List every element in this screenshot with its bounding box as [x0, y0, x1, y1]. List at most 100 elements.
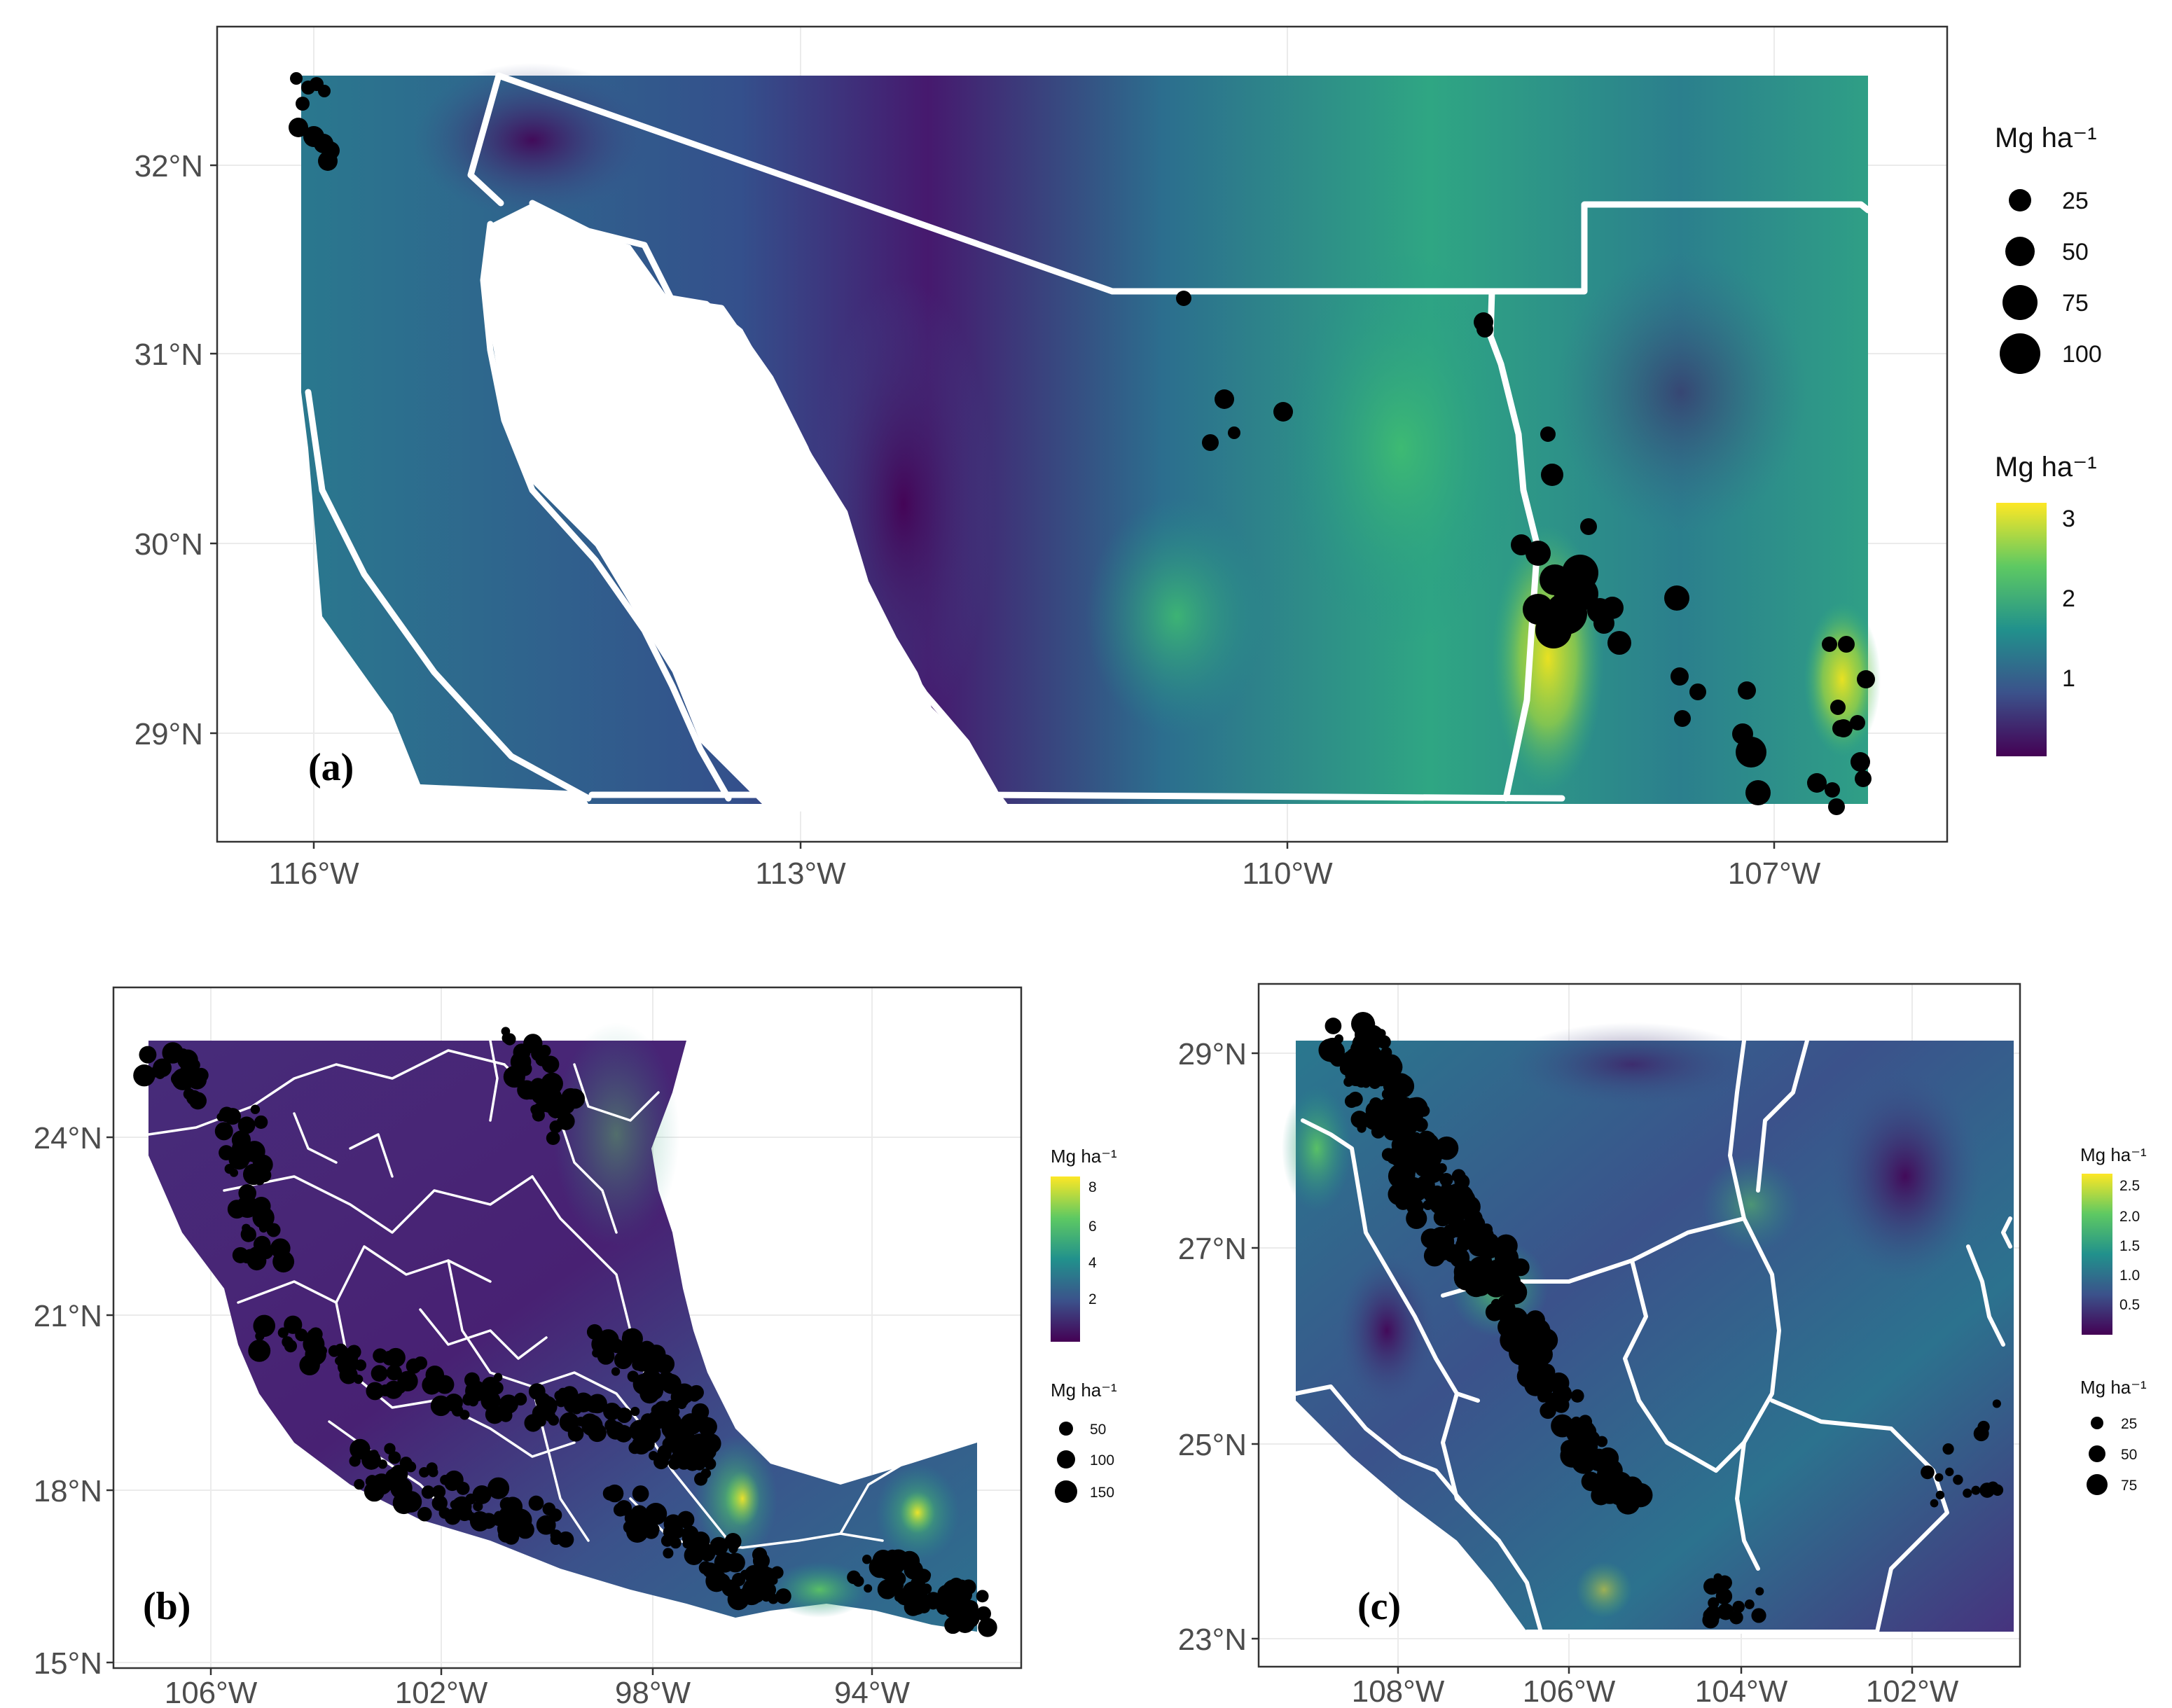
legend-label: 1.0 — [2119, 1268, 2140, 1284]
sample-point — [633, 1515, 644, 1526]
sample-point — [644, 1503, 667, 1525]
sample-point — [1324, 1018, 1342, 1034]
sample-point — [567, 1095, 576, 1104]
sample-point — [641, 1368, 662, 1389]
sample-point — [272, 1251, 295, 1273]
legend-title: Mg ha⁻¹ — [1051, 1380, 1117, 1401]
sample-point — [1851, 752, 1870, 772]
legend-label: 2.5 — [2119, 1178, 2140, 1194]
sample-point — [1505, 1307, 1528, 1331]
sample-point — [284, 1315, 303, 1334]
x-tick-label: 94°W — [834, 1676, 911, 1708]
sample-point — [1615, 1480, 1631, 1495]
sample-point — [170, 1071, 185, 1085]
legend-label: 150 — [1090, 1485, 1114, 1501]
panel-a-frame — [216, 25, 1949, 843]
sample-point — [663, 1548, 674, 1559]
sample-point — [581, 1415, 603, 1436]
sample-point — [318, 151, 338, 171]
sample-point — [296, 97, 310, 111]
legend-title: Mg ha⁻¹ — [2080, 1144, 2147, 1165]
sample-point — [693, 1458, 706, 1471]
sample-point — [231, 1138, 253, 1160]
sample-point — [530, 1078, 546, 1094]
sample-point — [1527, 1319, 1551, 1342]
sample-point — [1570, 1389, 1584, 1403]
sample-point — [303, 1333, 325, 1355]
sample-point — [670, 1452, 684, 1467]
sample-point — [555, 1095, 568, 1106]
sample-point — [1429, 1191, 1453, 1215]
sample-point — [364, 1481, 385, 1502]
legend-label: 100 — [2062, 341, 2102, 368]
sample-point — [606, 1421, 625, 1440]
sample-point — [386, 1364, 402, 1381]
sample-point — [1664, 585, 1689, 611]
sample-point — [576, 1417, 586, 1426]
sample-point — [847, 1570, 861, 1585]
x-tick-label: 104°W — [1695, 1674, 1788, 1708]
sample-point — [1708, 1597, 1720, 1609]
sample-point — [1392, 1074, 1411, 1092]
sample-point — [1953, 1474, 1963, 1485]
sample-point — [1738, 681, 1756, 700]
sample-point — [638, 1340, 656, 1358]
sample-point — [890, 1560, 904, 1574]
sample-point — [667, 1424, 686, 1443]
legend-label: 4 — [1088, 1255, 1097, 1271]
x-tick-label: 102°W — [1866, 1674, 1959, 1708]
sample-point — [550, 1534, 562, 1546]
sample-point — [1483, 1233, 1499, 1249]
sample-point — [139, 1046, 157, 1064]
sample-point — [689, 1529, 698, 1538]
sample-point — [1930, 1499, 1939, 1508]
legend-label: 0.5 — [2119, 1297, 2140, 1313]
sample-point — [629, 1419, 651, 1442]
sample-point — [487, 1477, 510, 1499]
sample-point — [1535, 612, 1572, 648]
sample-point — [660, 1449, 672, 1460]
sample-point — [528, 1383, 546, 1400]
sample-point — [1855, 770, 1872, 787]
sample-point — [289, 118, 308, 137]
sample-point — [548, 1415, 560, 1426]
sample-point — [623, 1520, 637, 1534]
sample-point — [1273, 402, 1293, 422]
y-tick-label: 18°N — [34, 1474, 102, 1508]
sample-point — [559, 1412, 579, 1432]
sample-point — [295, 1328, 308, 1342]
sample-point — [1554, 1398, 1569, 1412]
sample-point — [502, 1032, 513, 1044]
sample-point — [266, 1223, 281, 1237]
sample-point — [502, 1508, 512, 1518]
sample-point — [1447, 1220, 1465, 1237]
sample-point — [645, 1355, 663, 1373]
sample-point — [710, 1536, 728, 1556]
sample-point — [459, 1410, 470, 1420]
panel-c-frame — [1257, 983, 2021, 1668]
sample-point — [1596, 1436, 1608, 1447]
sample-point — [188, 1092, 207, 1110]
sample-point — [563, 1396, 581, 1413]
sample-point — [338, 1359, 354, 1375]
y-tick-label: 31°N — [134, 338, 203, 372]
sample-point — [1395, 1177, 1407, 1188]
sample-point — [597, 1347, 615, 1365]
panel-c-map: (c) 108°W 106°W 104°W 102°W 29°N 27°N 25… — [1178, 983, 2147, 1708]
sample-point — [1497, 1294, 1514, 1312]
sample-point — [1366, 1029, 1380, 1043]
sample-point — [976, 1590, 989, 1603]
legend-label: 2 — [2062, 585, 2075, 612]
sample-point — [223, 1108, 241, 1125]
sample-point — [1374, 1105, 1390, 1121]
sample-point — [759, 1567, 776, 1584]
sample-point — [528, 1495, 544, 1511]
sample-point — [922, 1570, 932, 1580]
legend-symbol — [2000, 333, 2040, 374]
legend-title: Mg ha⁻¹ — [1051, 1146, 1117, 1167]
sample-point — [672, 1392, 689, 1409]
legend-label: 2.0 — [2119, 1209, 2140, 1225]
sample-point — [466, 1511, 476, 1521]
sample-point — [1472, 1279, 1482, 1290]
sample-point — [1228, 426, 1240, 439]
